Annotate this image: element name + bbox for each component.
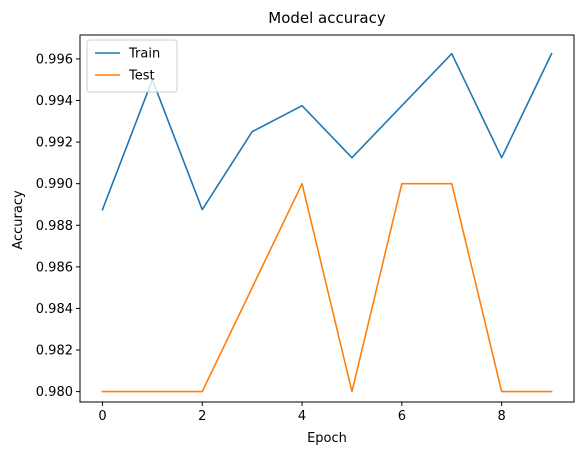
y-tick-label: 0.990 xyxy=(36,177,73,192)
y-tick-label: 0.988 xyxy=(36,219,73,234)
plot-frame xyxy=(79,34,575,403)
legend-label-test: Test xyxy=(128,69,155,84)
x-axis-label: Epoch xyxy=(307,431,347,446)
y-tick-label: 0.986 xyxy=(36,260,73,275)
y-axis-label: Accuracy xyxy=(11,190,26,250)
y-tick-label: 0.982 xyxy=(36,344,73,359)
x-tick-label: 8 xyxy=(498,409,506,424)
chart-title: Model accuracy xyxy=(268,9,386,27)
y-tick-label: 0.984 xyxy=(36,302,73,317)
series-layer xyxy=(101,52,553,393)
legend-label-train: Train xyxy=(128,47,160,62)
y-tick-label: 0.992 xyxy=(36,136,73,151)
y-tick-label: 0.996 xyxy=(36,52,73,67)
x-tick-label: 4 xyxy=(298,409,306,424)
plot-area xyxy=(79,34,575,403)
x-tick-label: 2 xyxy=(198,409,206,424)
series-line-test xyxy=(101,182,553,393)
x-axis: 0 2 4 6 8 xyxy=(98,402,506,424)
series-line-train xyxy=(101,52,553,211)
y-axis: 0.980 0.982 0.984 0.986 0.988 0.990 0.992 0.994… xyxy=(36,52,80,400)
x-tick-label: 0 xyxy=(98,409,106,424)
y-tick-label: 0.980 xyxy=(36,385,73,400)
y-tick-label: 0.994 xyxy=(36,94,73,109)
x-tick-label: 6 xyxy=(398,409,406,424)
legend: Train Test xyxy=(86,39,178,93)
